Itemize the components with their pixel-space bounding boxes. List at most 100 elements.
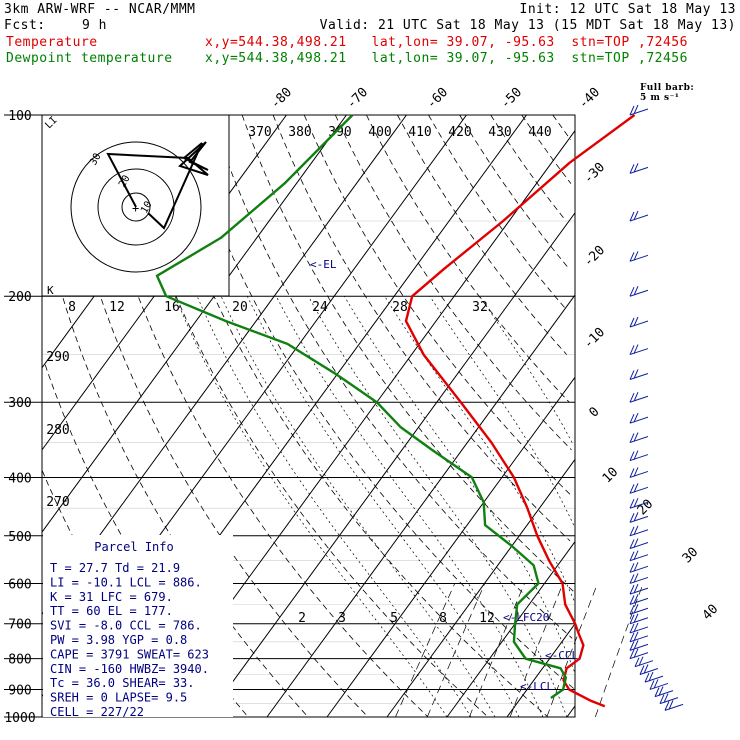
wind-barb-flag bbox=[629, 370, 635, 380]
init-time: Init: 12 UTC Sat 18 May 13 bbox=[519, 2, 736, 17]
wind-barb-flag bbox=[658, 686, 664, 696]
dewpoint-location: x,y=544.38,498.21 lat,lon= 39.07, -95.63… bbox=[205, 51, 688, 66]
wind-barb bbox=[664, 700, 684, 711]
wind-barb-staff bbox=[629, 626, 649, 634]
theta-label: 430 bbox=[488, 125, 511, 140]
parcel-info-row: Tc = 36.0 SHEAR= 33. bbox=[50, 676, 195, 690]
moist-adiabat bbox=[479, 296, 573, 443]
parcel-info-row: SVI = -8.0 CCL = 786. bbox=[50, 619, 202, 633]
wind-barb-flag bbox=[633, 412, 639, 423]
wind-barb-flag bbox=[629, 584, 635, 595]
dry-adiabat bbox=[397, 114, 567, 355]
wind-barb bbox=[629, 286, 649, 297]
wind-barb-flag bbox=[633, 525, 639, 535]
wind-barb-staff bbox=[644, 675, 664, 683]
pressure-tick-label: 1000 bbox=[4, 711, 35, 726]
dewpoint-trace bbox=[155, 114, 567, 699]
wind-barb-flag bbox=[629, 484, 635, 494]
wind-barb-flag bbox=[644, 672, 650, 683]
parcel-info-title: Parcel Info bbox=[94, 540, 173, 554]
wind-barb-flag bbox=[629, 287, 635, 297]
wind-barb-flag bbox=[633, 562, 639, 572]
wind-barb-flag bbox=[633, 622, 639, 633]
wind-barb-flag bbox=[633, 538, 639, 548]
level-label: <-CCL bbox=[545, 649, 578, 662]
wind-barb-flag bbox=[649, 680, 655, 690]
wind-barb-flag bbox=[629, 164, 635, 174]
wind-barb-flag bbox=[629, 252, 635, 262]
wind-barb-staff bbox=[629, 348, 649, 356]
wind-barb-flag bbox=[633, 369, 639, 379]
wind-barb bbox=[629, 604, 649, 615]
wind-barb-staff bbox=[629, 214, 649, 222]
mixing-ratio-label: 8 bbox=[439, 611, 447, 626]
mixing-ratio-label: 12 bbox=[109, 300, 125, 315]
isotherm-line bbox=[41, 114, 407, 615]
wind-barb-flag bbox=[629, 451, 635, 461]
pressure-tick-label: 700 bbox=[8, 618, 31, 633]
mixing-ratio-label: 2 bbox=[298, 611, 306, 626]
wind-barb-flag bbox=[629, 499, 635, 509]
wind-barb bbox=[659, 693, 679, 705]
wind-barb-flag bbox=[633, 432, 639, 442]
wind-barb bbox=[639, 664, 659, 675]
moist-adiabat bbox=[220, 296, 496, 718]
wind-barb-staff bbox=[629, 587, 649, 595]
dry-adiabat bbox=[303, 114, 573, 497]
wind-barb-flag bbox=[629, 563, 635, 573]
wind-barb bbox=[629, 562, 649, 573]
mixing-ratio-line bbox=[509, 583, 564, 718]
mixing-ratio-line bbox=[594, 583, 644, 718]
wind-barb bbox=[629, 369, 649, 380]
dry-adiabat bbox=[552, 114, 572, 141]
isotherm-line bbox=[446, 541, 576, 718]
wind-barb-staff bbox=[629, 652, 649, 660]
wind-barb-staff bbox=[629, 395, 649, 403]
isotherm-label: 30 bbox=[680, 545, 702, 567]
wind-barb bbox=[629, 512, 649, 523]
wind-barb-flag bbox=[634, 657, 640, 667]
mixing-ratio-label: 3 bbox=[338, 611, 346, 626]
wind-barb-staff bbox=[629, 643, 649, 651]
wind-barb-flag bbox=[633, 210, 639, 221]
wind-barb-staff bbox=[639, 668, 659, 675]
theta-label: 380 bbox=[288, 125, 311, 140]
wind-barb bbox=[629, 450, 649, 462]
wind-barb-staff bbox=[629, 166, 649, 174]
hodograph-ring bbox=[70, 141, 202, 273]
sounding-traces bbox=[155, 114, 636, 708]
wind-barb-flag bbox=[629, 595, 635, 605]
theta-label: 410 bbox=[408, 125, 431, 140]
theta-side-label: 280 bbox=[46, 423, 69, 438]
mixing-ratio-label: 5 bbox=[390, 611, 398, 626]
wind-barb-staff bbox=[634, 660, 654, 668]
k-index-label: K bbox=[47, 284, 54, 297]
parcel-info-row: SREH = 0 LAPSE= 9.5 bbox=[50, 691, 187, 705]
isotherm-line bbox=[506, 623, 576, 718]
wind-barb-flag bbox=[663, 693, 669, 703]
wind-barb-flag bbox=[629, 623, 635, 634]
wind-barb-flag bbox=[629, 513, 635, 523]
isotherm-label: -70 bbox=[344, 85, 371, 112]
wind-barb-staff bbox=[654, 690, 674, 698]
wind-barb-flag bbox=[654, 687, 660, 697]
wind-barb-flag bbox=[629, 641, 635, 651]
wind-barb bbox=[649, 679, 669, 690]
wind-barb bbox=[629, 525, 649, 537]
wind-barb-staff bbox=[629, 635, 649, 643]
isotherm-label: -10 bbox=[581, 325, 608, 352]
wind-barb-flag bbox=[639, 665, 645, 675]
pressure-tick-label: 900 bbox=[8, 683, 31, 698]
temperature-location: x,y=544.38,498.21 lat,lon= 39.07, -95.63… bbox=[205, 35, 688, 50]
temperature-trace bbox=[404, 114, 636, 708]
wind-barb-flag bbox=[633, 483, 639, 493]
wind-barb-flag bbox=[629, 468, 635, 478]
isotherm-label: -30 bbox=[581, 160, 608, 187]
wind-barb-staff bbox=[629, 486, 649, 494]
parcel-info-row: T = 27.7 Td = 21.9 bbox=[50, 561, 180, 575]
wind-barb-flag bbox=[633, 498, 639, 508]
wind-barb bbox=[629, 594, 649, 605]
wind-barb bbox=[629, 344, 649, 356]
